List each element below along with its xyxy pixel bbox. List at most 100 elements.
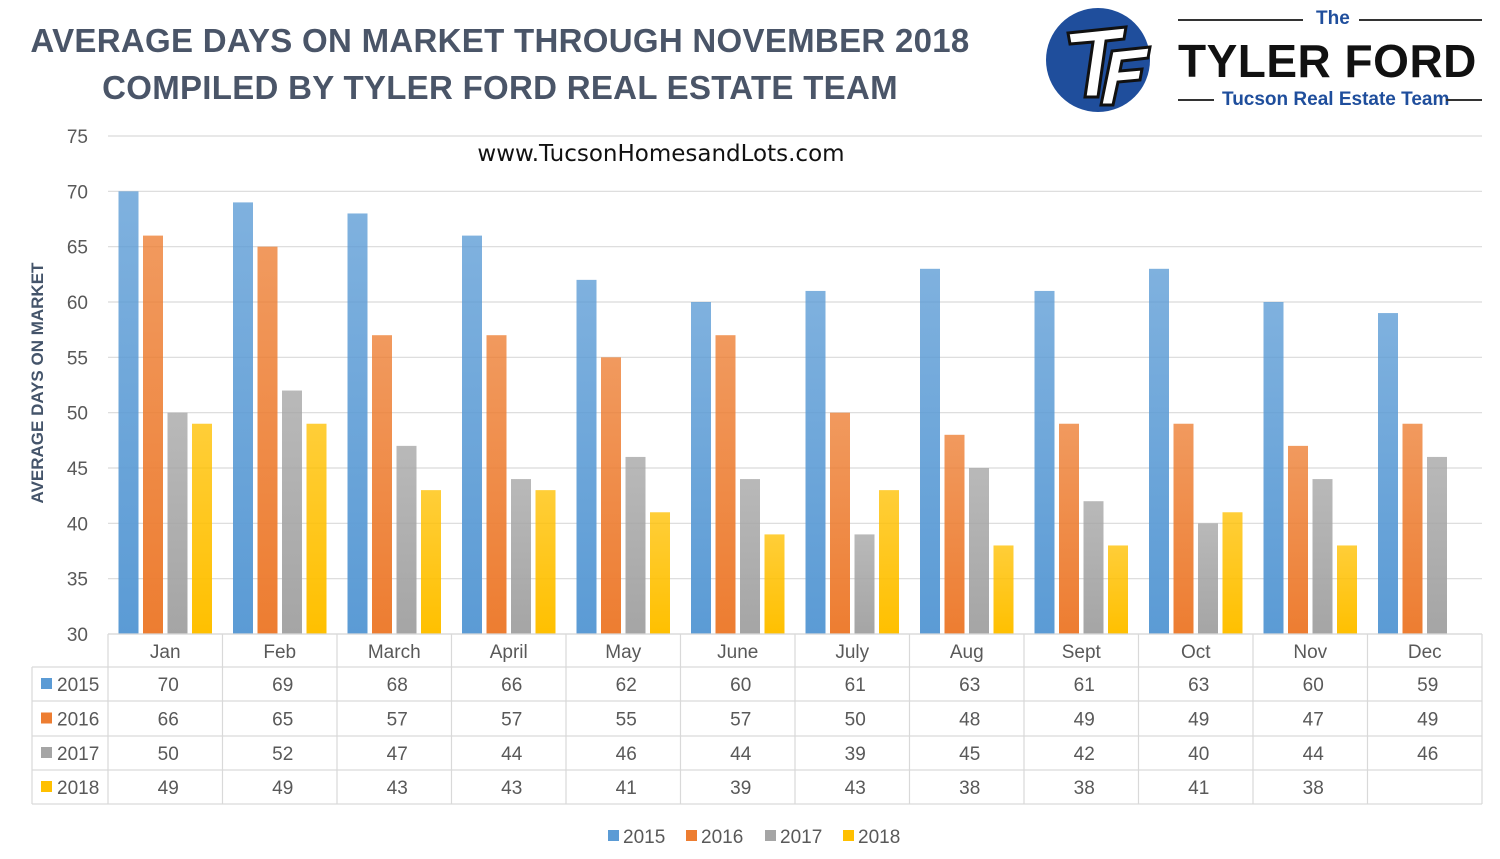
bar-2015-Sept [1034, 290, 1055, 634]
bar-2017-March [396, 445, 417, 634]
bar-2015-Aug [920, 268, 940, 634]
data-label: 50 [158, 744, 179, 765]
data-label: 46 [1417, 744, 1438, 765]
bar-2017-Nov [1312, 479, 1333, 634]
y-axis-label: AVERAGE DAYS ON MARKET [28, 262, 47, 503]
data-label: 43 [387, 778, 408, 799]
data-label: 41 [616, 778, 637, 799]
data-label: 49 [1074, 710, 1095, 731]
data-label: 49 [1188, 710, 1209, 731]
data-label: 44 [730, 744, 752, 765]
bar-2015-March [347, 213, 368, 634]
bar-2018-Feb [306, 423, 327, 634]
bar-2015-Dec [1378, 313, 1398, 634]
table-series-label: 2015 [57, 675, 99, 696]
data-label: 39 [730, 778, 751, 799]
bar-2015-April [462, 235, 482, 634]
bar-2018-Oct [1222, 512, 1243, 634]
logo-rule-right [1359, 19, 1482, 21]
data-label: 46 [616, 744, 637, 765]
data-label: 57 [730, 710, 751, 731]
data-label: 49 [1417, 710, 1438, 731]
legend-label: 2015 [623, 827, 665, 848]
data-label: 61 [1074, 675, 1095, 696]
bar-2017-Dec [1427, 456, 1447, 634]
legend-key [686, 830, 697, 841]
bar-2016-Aug [944, 434, 965, 634]
bar-2016-Sept [1059, 423, 1079, 634]
data-label: 55 [616, 710, 637, 731]
bar-2016-May [601, 357, 621, 634]
legend-key [765, 830, 776, 841]
x-tick-label: July [835, 642, 869, 663]
x-tick-label: Nov [1293, 642, 1327, 663]
bar-2016-Oct [1173, 423, 1194, 634]
bar-2015-Oct [1149, 268, 1169, 634]
x-tick-label: Aug [950, 642, 984, 663]
x-tick-label: March [368, 642, 421, 663]
x-tick-label: Sept [1062, 642, 1102, 663]
y-tick-label: 65 [67, 238, 88, 259]
y-tick-label: 50 [67, 404, 88, 425]
bar-2017-July [854, 534, 875, 634]
x-tick-label: April [490, 642, 528, 663]
data-label: 63 [959, 675, 980, 696]
data-label: 48 [959, 710, 980, 731]
bar-2017-May [625, 456, 646, 634]
bar-2016-Feb [257, 246, 278, 634]
bar-2016-June [715, 335, 736, 634]
bar-2017-Sept [1083, 501, 1104, 634]
x-tick-label: June [717, 642, 758, 663]
legend-label: 2016 [701, 827, 743, 848]
y-tick-label: 45 [67, 459, 88, 480]
data-label: 70 [158, 675, 179, 696]
y-tick-label: 70 [67, 182, 88, 203]
data-label: 63 [1188, 675, 1209, 696]
table-legend-key [41, 678, 52, 689]
logo-name: TYLER FORD [1178, 35, 1477, 87]
bar-2015-June [691, 302, 711, 634]
bar-2016-Jan [143, 235, 163, 634]
logo-the: The [1316, 8, 1350, 29]
bar-2017-Feb [282, 390, 302, 634]
logo-subtitle: Tucson Real Estate Team [1222, 89, 1450, 110]
table-legend-key [41, 747, 52, 758]
chart-title-line-2: COMPILED BY TYLER FORD REAL ESTATE TEAM [102, 69, 898, 106]
data-label: 40 [1188, 744, 1209, 765]
data-label: 42 [1074, 744, 1095, 765]
data-label: 62 [616, 675, 637, 696]
legend-key [608, 830, 619, 841]
logo-rule-bottom-right [1446, 99, 1482, 101]
data-label: 47 [387, 744, 408, 765]
bar-2016-Nov [1288, 445, 1308, 634]
bar-2016-July [830, 412, 850, 634]
data-label: 66 [501, 675, 522, 696]
data-label: 61 [845, 675, 866, 696]
bar-2018-March [421, 490, 441, 634]
website-annotation: www.TucsonHomesandLots.com [477, 141, 844, 167]
bar-2018-Aug [993, 545, 1014, 634]
bar-2018-June [764, 534, 785, 634]
data-label: 49 [158, 778, 179, 799]
bar-2018-Sept [1108, 545, 1128, 634]
legend-key [843, 830, 854, 841]
bar-2018-Nov [1337, 545, 1357, 634]
y-tick-label: 30 [67, 625, 88, 646]
y-tick-label: 60 [67, 293, 88, 314]
bar-2018-May [650, 512, 670, 634]
bar-2016-March [372, 335, 392, 634]
chart-title-line-1: AVERAGE DAYS ON MARKET THROUGH NOVEMBER … [30, 22, 970, 59]
data-label: 43 [845, 778, 866, 799]
data-label: 50 [845, 710, 866, 731]
logo-rule-left [1178, 19, 1303, 21]
table-series-label: 2017 [57, 744, 99, 765]
tf-monogram-icon [1046, 8, 1152, 112]
data-label: 60 [1303, 675, 1324, 696]
data-label: 57 [387, 710, 408, 731]
bar-2018-Jan [192, 423, 212, 634]
data-label: 49 [272, 778, 293, 799]
bar-2018-April [535, 490, 556, 634]
data-label: 38 [959, 778, 980, 799]
y-tick-label: 75 [67, 127, 88, 148]
bar-2015-July [805, 290, 826, 634]
